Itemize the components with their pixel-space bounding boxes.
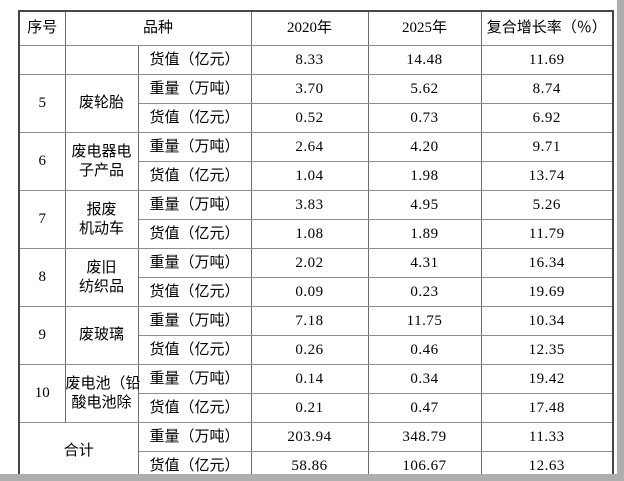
value-2020-cell: 1.04 — [250, 161, 369, 191]
measure-cell: 货值（亿元） — [137, 161, 252, 191]
value-2025-cell: 0.23 — [367, 277, 482, 307]
table-row: 10 废电池（铅 酸电池除 重量（万吨） 0.14 0.34 19.42 — [18, 364, 614, 423]
growth-cell: 12.35 — [480, 335, 614, 365]
value-2025-cell: 4.31 — [367, 248, 482, 278]
value-2025-cell: 0.73 — [367, 103, 482, 133]
waste-recycling-table: 序号 品种 2020年 2025年 复合增长率（％） 货值（亿元） 8.33 1… — [18, 10, 615, 481]
total-label-cell: 合计 — [18, 422, 139, 481]
growth-cell: 11.69 — [480, 45, 614, 75]
growth-cell: 17.48 — [480, 393, 614, 423]
header-2025: 2025年 — [367, 10, 482, 46]
table-row: 9 废玻璃 重量（万吨） 7.18 11.75 10.34 — [18, 306, 614, 365]
value-2025-cell: 11.75 — [367, 306, 482, 336]
growth-cell: 10.34 — [480, 306, 614, 336]
page-edge-right — [617, 0, 624, 481]
growth-cell: 11.79 — [480, 219, 614, 249]
serial-cell: 10 — [18, 364, 66, 423]
value-2020-cell: 2.64 — [250, 132, 369, 162]
serial-cell: 7 — [18, 190, 66, 249]
value-2025-cell: 14.48 — [367, 45, 482, 75]
value-2020-cell: 7.18 — [250, 306, 369, 336]
growth-cell: 19.69 — [480, 277, 614, 307]
category-cell: 废电池（铅 酸电池除 — [64, 364, 141, 423]
serial-cell: 5 — [18, 74, 66, 133]
value-2020-cell: 0.14 — [250, 364, 369, 394]
header-growth: 复合增长率（％） — [480, 10, 614, 46]
value-2020-cell: 1.08 — [250, 219, 369, 249]
value-2025-cell: 1.89 — [367, 219, 482, 249]
measure-cell: 重量（万吨） — [137, 248, 252, 278]
serial-cell: 8 — [18, 248, 66, 307]
value-2025-cell: 4.20 — [367, 132, 482, 162]
growth-cell: 11.33 — [480, 422, 614, 452]
category-cell: 报废 机动车 — [64, 190, 139, 249]
value-2020-cell: 0.21 — [250, 393, 369, 423]
value-2020-cell: 3.70 — [250, 74, 369, 104]
value-2025-cell: 0.34 — [367, 364, 482, 394]
growth-cell: 19.42 — [480, 364, 614, 394]
value-2025-cell: 0.47 — [367, 393, 482, 423]
measure-cell: 重量（万吨） — [137, 132, 252, 162]
serial-cell: 6 — [18, 132, 66, 191]
value-2025-cell: 5.62 — [367, 74, 482, 104]
table-row: 8 废旧 纺织品 重量（万吨） 2.02 4.31 16.34 — [18, 248, 614, 307]
category-cell: 废轮胎 — [64, 74, 139, 133]
category-cell — [64, 45, 139, 75]
growth-cell: 5.26 — [480, 190, 614, 220]
page-edge-bottom — [0, 474, 624, 481]
table-header-row: 序号 品种 2020年 2025年 复合增长率（％） — [18, 10, 614, 46]
growth-cell: 9.71 — [480, 132, 614, 162]
table-row: 货值（亿元） 0.52 0.73 6.92 — [19, 103, 614, 133]
table-row: 7 报废 机动车 重量（万吨） 3.83 4.95 5.26 — [18, 190, 614, 249]
category-cell: 废玻璃 — [64, 306, 139, 365]
measure-cell: 货值（亿元） — [137, 335, 252, 365]
value-2025-cell: 0.46 — [367, 335, 482, 365]
value-2020-cell: 0.26 — [250, 335, 369, 365]
value-2020-cell: 0.09 — [250, 277, 369, 307]
table-row: 货值（亿元） 8.33 14.48 11.69 — [18, 45, 614, 75]
measure-cell: 重量（万吨） — [137, 364, 252, 394]
measure-cell: 重量（万吨） — [137, 422, 252, 452]
category-cell: 废旧 纺织品 — [64, 248, 139, 307]
table-row: 货值（亿元） 1.04 1.98 13.74 — [19, 161, 614, 191]
measure-cell: 货值（亿元） — [137, 219, 252, 249]
total-row: 合计 重量（万吨） 203.94 348.79 11.33 — [18, 422, 614, 481]
value-2025-cell: 1.98 — [367, 161, 482, 191]
value-2025-cell: 348.79 — [367, 422, 482, 452]
value-2025-cell: 4.95 — [367, 190, 482, 220]
header-category: 品种 — [64, 10, 252, 46]
measure-cell: 货值（亿元） — [137, 277, 252, 307]
value-2020-cell: 0.52 — [250, 103, 369, 133]
measure-cell: 重量（万吨） — [137, 74, 252, 104]
measure-cell: 重量（万吨） — [137, 306, 252, 336]
header-serial: 序号 — [18, 10, 66, 46]
value-2020-cell: 8.33 — [250, 45, 369, 75]
table-row: 货值（亿元） 0.26 0.46 12.35 — [19, 335, 614, 365]
value-2020-cell: 203.94 — [250, 422, 369, 452]
value-2020-cell: 3.83 — [250, 190, 369, 220]
growth-cell: 8.74 — [480, 74, 614, 104]
measure-cell: 货值（亿元） — [137, 393, 252, 423]
value-2020-cell: 2.02 — [250, 248, 369, 278]
table-row: 6 废电器电 子产品 重量（万吨） 2.64 4.20 9.71 — [18, 132, 614, 191]
serial-cell — [18, 45, 66, 75]
measure-cell: 货值（亿元） — [137, 103, 252, 133]
measure-cell: 货值（亿元） — [137, 45, 252, 75]
table-row: 5 废轮胎 重量（万吨） 3.70 5.62 8.74 — [18, 74, 614, 133]
serial-cell: 9 — [18, 306, 66, 365]
header-2020: 2020年 — [250, 10, 369, 46]
table-row: 货值（亿元） 0.21 0.47 17.48 — [19, 393, 614, 423]
category-cell: 废电器电 子产品 — [64, 132, 139, 191]
growth-cell: 13.74 — [480, 161, 614, 191]
growth-cell: 16.34 — [480, 248, 614, 278]
table-row: 货值（亿元） 0.09 0.23 19.69 — [19, 277, 614, 307]
table-row: 货值（亿元） 1.08 1.89 11.79 — [19, 219, 614, 249]
measure-cell: 重量（万吨） — [137, 190, 252, 220]
growth-cell: 6.92 — [480, 103, 614, 133]
